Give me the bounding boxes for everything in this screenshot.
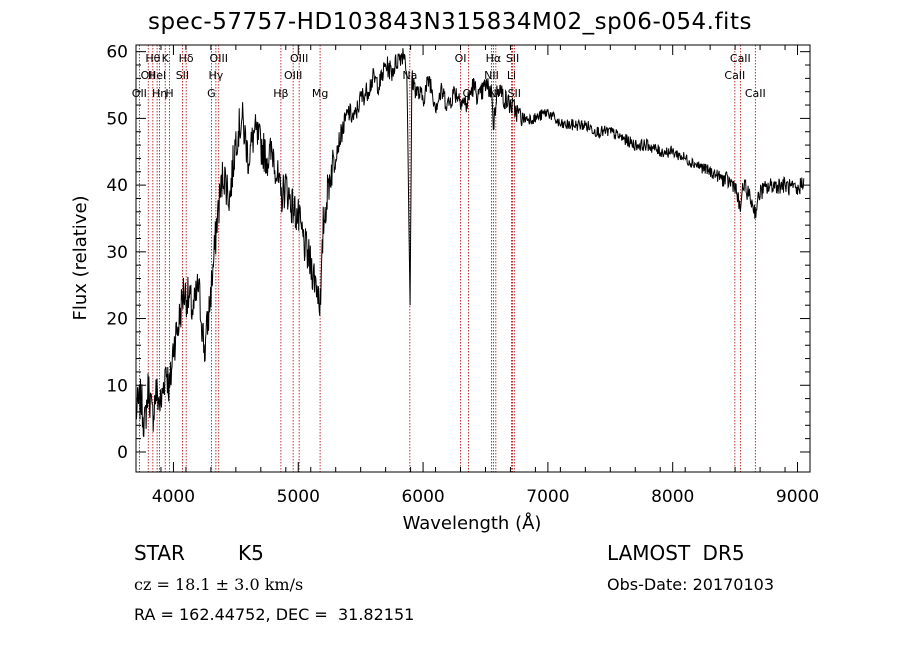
marker-label: OIII (210, 52, 228, 65)
survey-name: LAMOST DR5 (607, 541, 745, 565)
object-subclass: K5 (238, 541, 264, 565)
x-axis: 4000 5000 6000 7000 8000 9000 (135, 45, 819, 507)
marker-label: Li (507, 69, 516, 82)
y-tick-label: 60 (106, 43, 128, 63)
marker-label: Hγ (208, 69, 223, 82)
object-class: STAR (134, 541, 185, 565)
marker-label: SII (176, 69, 189, 82)
marker-label: CaII (724, 69, 745, 82)
ra-dec: RA = 162.44752, DEC = 31.82151 (134, 605, 415, 624)
marker-label: G (207, 87, 216, 100)
x-tick-label: 7000 (526, 487, 569, 507)
redshift-cz: cz = 18.1 ± 3.0 km/s (134, 575, 304, 594)
marker-label: Na (402, 69, 417, 82)
marker-label: Hδ (179, 52, 194, 65)
spectral-line-markers (138, 45, 756, 472)
spectrum-line (135, 48, 805, 438)
marker-label: HeI (148, 69, 166, 82)
y-axis: 0 10 20 30 40 50 60 (106, 43, 810, 463)
y-axis-label: Flux (relative) (70, 195, 91, 320)
x-tick-label: 5000 (277, 487, 320, 507)
marker-label: Hα (486, 52, 502, 65)
marker-label: Hθ (145, 52, 160, 65)
plot-frame (135, 44, 811, 473)
marker-label: NII (488, 87, 503, 100)
y-tick-label: 30 (106, 243, 128, 263)
x-tick-label: 6000 (401, 487, 444, 507)
y-tick-label: 50 (106, 109, 128, 129)
marker-label: OII (141, 69, 156, 82)
observation-date: Obs-Date: 20170103 (607, 575, 775, 594)
marker-label: OII (132, 87, 147, 100)
y-tick-label: 0 (117, 443, 128, 463)
spectral-line-labels: OIIOIIHθHeIHηKHSIIHδGHγOIIIHβOIIIOIIIMgN… (132, 52, 766, 100)
marker-label: OIII (284, 69, 302, 82)
marker-label: SII (506, 52, 519, 65)
marker-label: OIII (290, 52, 308, 65)
marker-label: K (162, 52, 170, 65)
chart-title: spec-57757-HD103843N315834M02_sp06-054.f… (148, 9, 752, 35)
x-tick-label: 9000 (776, 487, 819, 507)
marker-label: SII (508, 87, 521, 100)
marker-label: Hβ (273, 87, 288, 100)
marker-label: H (165, 87, 173, 100)
x-tick-label: 4000 (152, 487, 195, 507)
y-tick-label: 20 (106, 310, 128, 330)
y-tick-label: 40 (106, 176, 128, 196)
x-tick-label: 8000 (651, 487, 694, 507)
marker-label: CaII (745, 87, 766, 100)
marker-label: Hη (152, 87, 167, 100)
marker-label: OI (455, 52, 467, 65)
marker-label: CaII (730, 52, 751, 65)
x-axis-label: Wavelength (Å) (403, 512, 542, 534)
y-tick-label: 10 (106, 376, 128, 396)
marker-label: Mg (312, 87, 328, 100)
marker-label: NII (484, 69, 499, 82)
marker-label: OI (463, 87, 475, 100)
